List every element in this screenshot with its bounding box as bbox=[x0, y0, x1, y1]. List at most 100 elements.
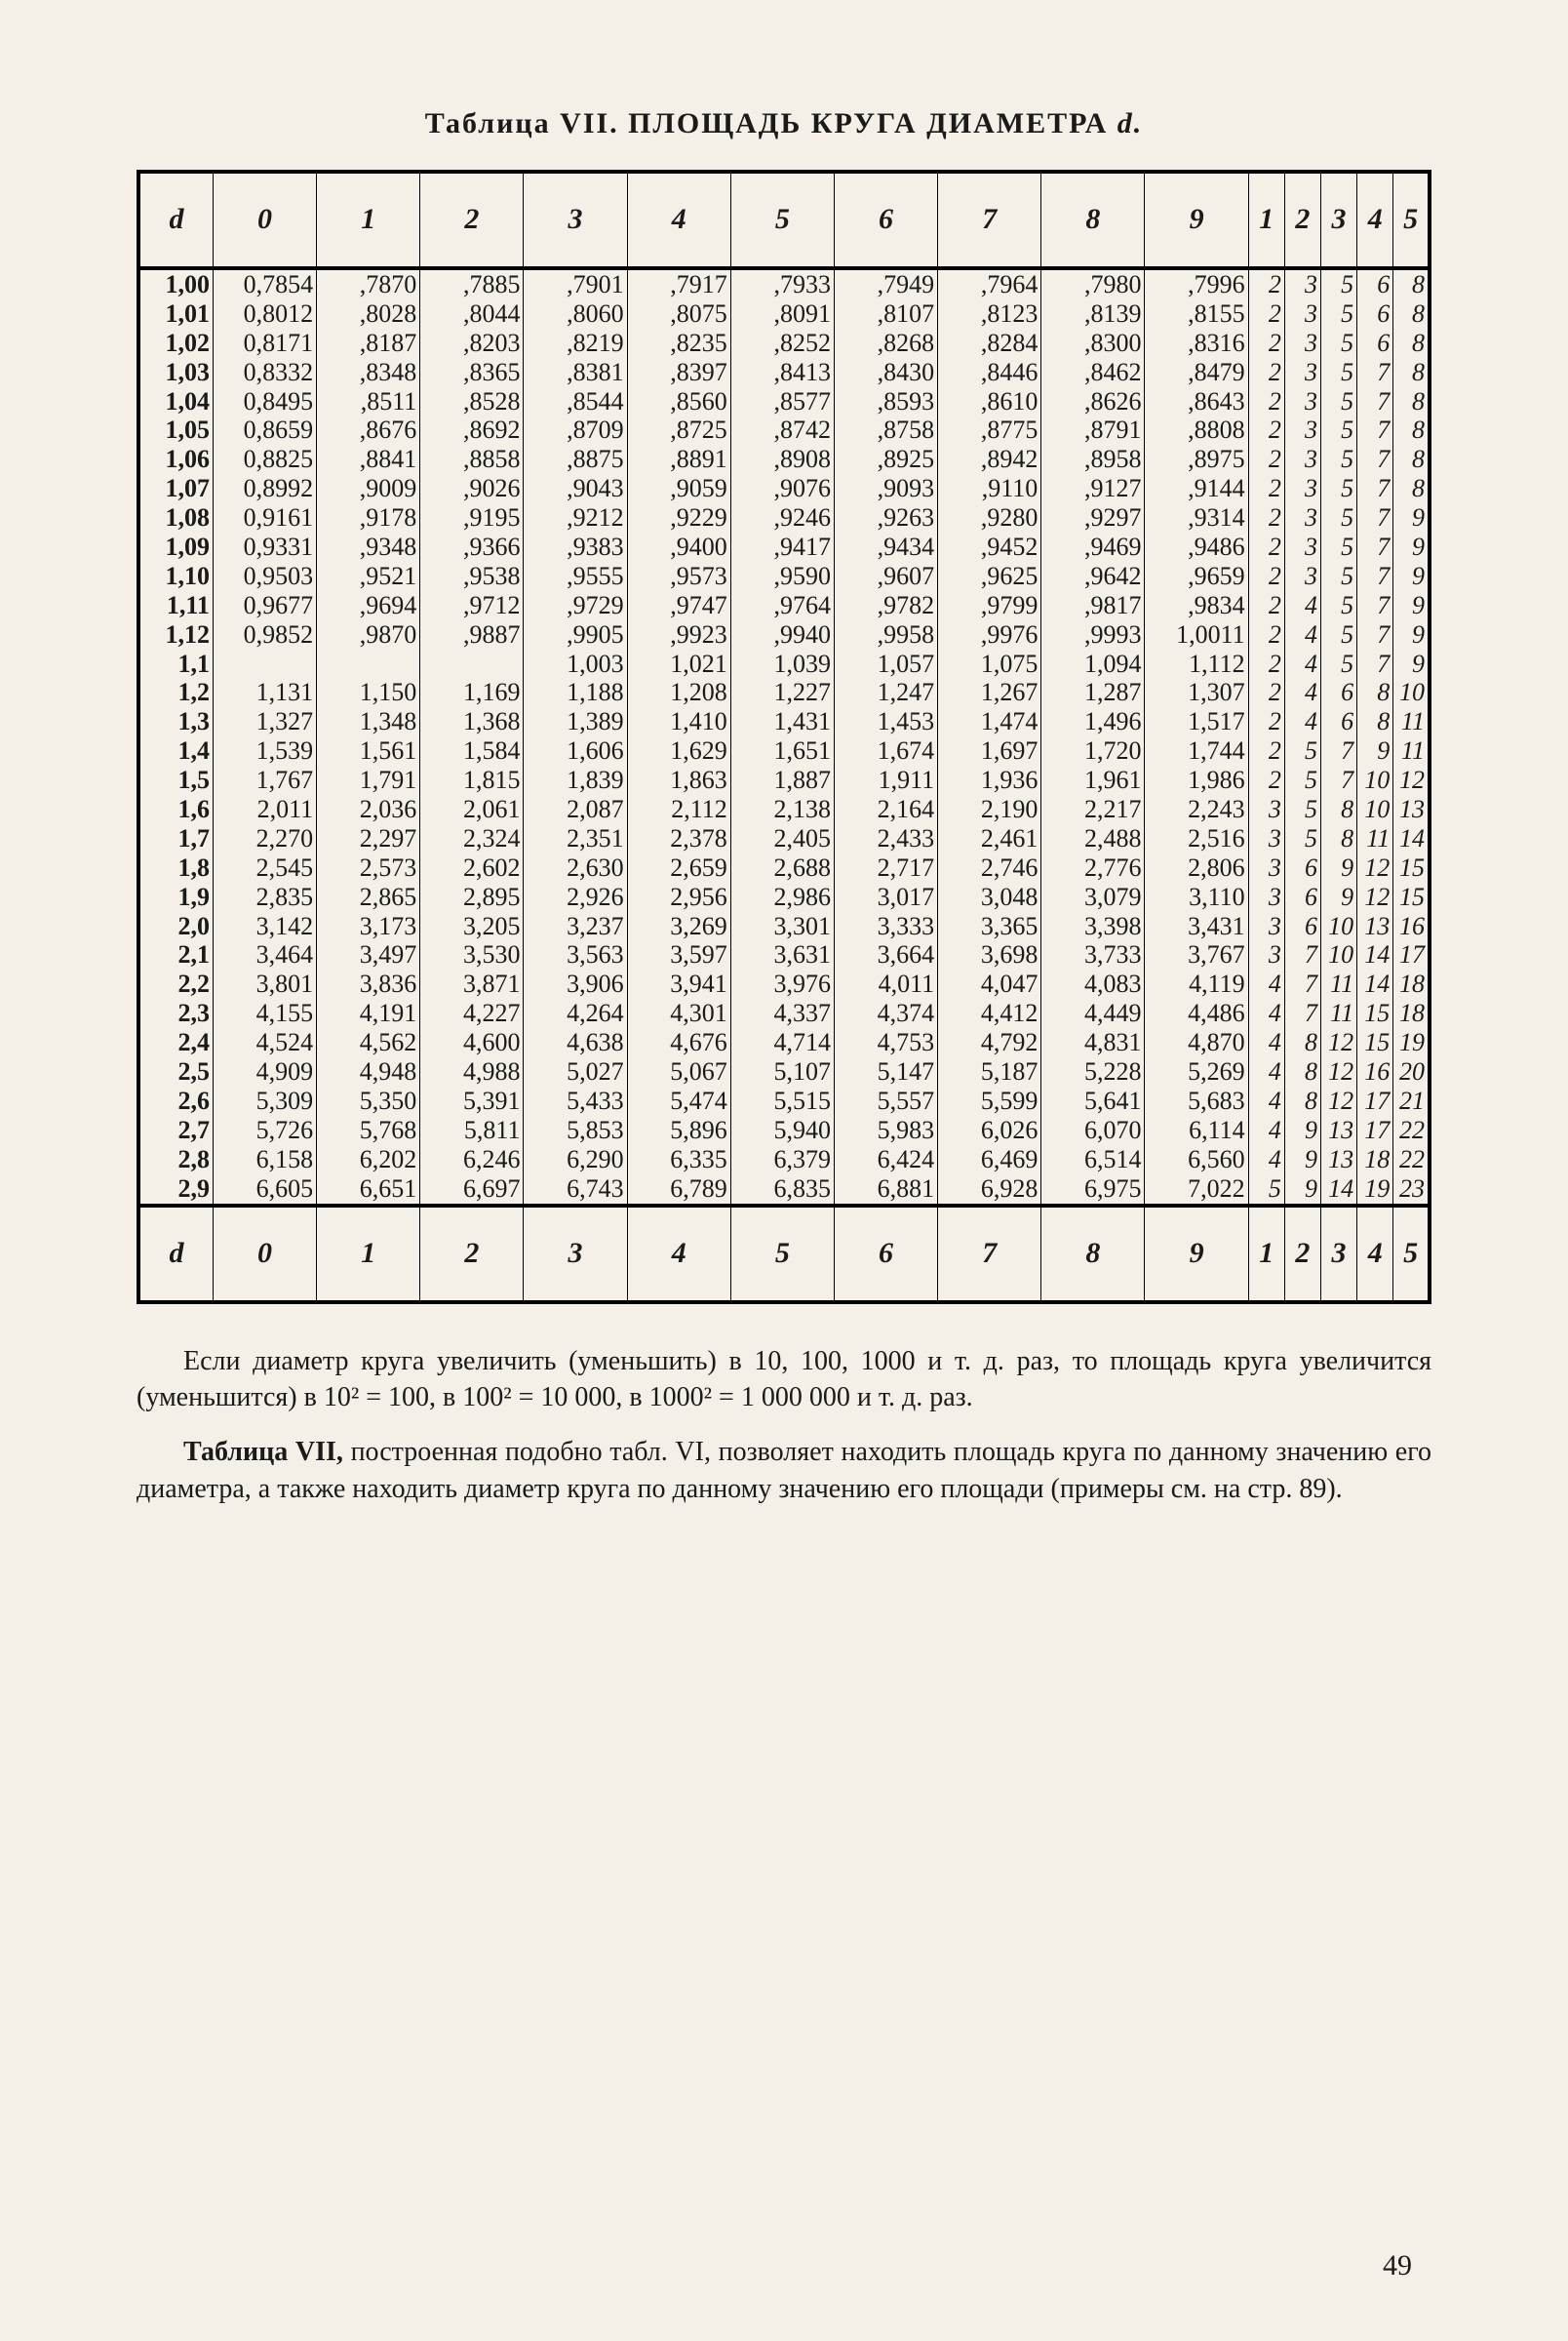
d-cell: 2,1 bbox=[138, 940, 213, 970]
value-cell: ,9400 bbox=[627, 533, 730, 562]
value-cell: 2,488 bbox=[1041, 824, 1145, 853]
value-cell: ,8060 bbox=[524, 299, 627, 329]
diff-cell: 5 bbox=[1320, 474, 1356, 503]
diff-cell: 5 bbox=[1284, 766, 1320, 795]
value-cell: ,8858 bbox=[420, 445, 524, 474]
value-cell: 1,561 bbox=[317, 736, 420, 766]
value-cell: 3,464 bbox=[213, 940, 316, 970]
value-cell: ,8107 bbox=[834, 299, 937, 329]
value-cell: ,8725 bbox=[627, 416, 730, 445]
d-cell: 1,4 bbox=[138, 736, 213, 766]
value-cell: 6,246 bbox=[420, 1145, 524, 1174]
table-row: 2,13,4643,4973,5303,5633,5973,6313,6643,… bbox=[138, 940, 1430, 970]
table-row: 2,54,9094,9484,9885,0275,0675,1075,1475,… bbox=[138, 1057, 1430, 1087]
value-cell: ,8075 bbox=[627, 299, 730, 329]
value-cell: ,9958 bbox=[834, 620, 937, 650]
value-cell: 2,351 bbox=[524, 824, 627, 853]
value-cell: ,9417 bbox=[730, 533, 834, 562]
diff-cell: 18 bbox=[1357, 1145, 1393, 1174]
diff-cell: 3 bbox=[1284, 329, 1320, 358]
value-cell: 5,983 bbox=[834, 1116, 937, 1145]
note-2: Таблица VII, построенная подобно табл. V… bbox=[137, 1434, 1431, 1508]
value-cell: 1,057 bbox=[834, 650, 937, 679]
value-cell: 3,976 bbox=[730, 970, 834, 999]
value-cell: 1,791 bbox=[317, 766, 420, 795]
value-cell: ,9093 bbox=[834, 474, 937, 503]
value-cell: 6,697 bbox=[420, 1174, 524, 1206]
diff-cell: 3 bbox=[1284, 445, 1320, 474]
table-row: 2,96,6056,6516,6976,7436,7896,8356,8816,… bbox=[138, 1174, 1430, 1206]
value-cell: 6,514 bbox=[1041, 1145, 1145, 1174]
d-cell: 1,9 bbox=[138, 883, 213, 912]
value-cell: ,8528 bbox=[420, 387, 524, 417]
note-1: Если диаметр круга увеличить (уменьшить)… bbox=[137, 1343, 1431, 1417]
value-cell: 3,431 bbox=[1145, 912, 1248, 941]
value-cell: ,7949 bbox=[834, 268, 937, 299]
value-cell: 6,881 bbox=[834, 1174, 937, 1206]
diff-cell: 2 bbox=[1248, 329, 1284, 358]
col-header: 2 bbox=[1284, 172, 1320, 268]
d-cell: 2,4 bbox=[138, 1028, 213, 1057]
col-header: 6 bbox=[834, 172, 937, 268]
value-cell: 6,379 bbox=[730, 1145, 834, 1174]
value-cell: 3,333 bbox=[834, 912, 937, 941]
value-cell: ,9607 bbox=[834, 562, 937, 591]
col-header: 4 bbox=[627, 172, 730, 268]
diff-cell: 11 bbox=[1393, 736, 1430, 766]
d-cell: 1,07 bbox=[138, 474, 213, 503]
table-row: 2,03,1423,1733,2053,2373,2693,3013,3333,… bbox=[138, 912, 1430, 941]
diff-cell: 9 bbox=[1284, 1174, 1320, 1206]
value-cell: 6,975 bbox=[1041, 1174, 1145, 1206]
value-cell: 1,863 bbox=[627, 766, 730, 795]
value-cell: ,8891 bbox=[627, 445, 730, 474]
value-cell: ,8544 bbox=[524, 387, 627, 417]
value-cell: 1,606 bbox=[524, 736, 627, 766]
value-cell: ,8413 bbox=[730, 358, 834, 387]
diff-cell: 4 bbox=[1284, 650, 1320, 679]
diff-cell: 17 bbox=[1357, 1116, 1393, 1145]
value-cell: 5,641 bbox=[1041, 1087, 1145, 1116]
table-row: 1,92,8352,8652,8952,9262,9562,9863,0173,… bbox=[138, 883, 1430, 912]
value-cell: 1,629 bbox=[627, 736, 730, 766]
value-cell: ,9887 bbox=[420, 620, 524, 650]
value-cell: 6,469 bbox=[938, 1145, 1041, 1174]
d-cell: 1,05 bbox=[138, 416, 213, 445]
diff-cell: 9 bbox=[1393, 503, 1430, 533]
value-cell: 1,039 bbox=[730, 650, 834, 679]
value-cell: 1,247 bbox=[834, 678, 937, 707]
diff-cell: 6 bbox=[1357, 299, 1393, 329]
value-cell: 2,217 bbox=[1041, 795, 1145, 824]
table-title: Таблица VII. ПЛОЩАДЬ КРУГА ДИАМЕТРА d. bbox=[137, 107, 1431, 140]
diff-cell: 8 bbox=[1393, 268, 1430, 299]
diff-cell: 5 bbox=[1320, 620, 1356, 650]
diff-cell: 14 bbox=[1357, 970, 1393, 999]
diff-cell: 5 bbox=[1248, 1174, 1284, 1206]
table-row: 2,44,5244,5624,6004,6384,6764,7144,7534,… bbox=[138, 1028, 1430, 1057]
value-cell: ,9642 bbox=[1041, 562, 1145, 591]
value-cell: ,9246 bbox=[730, 503, 834, 533]
value-cell: ,8479 bbox=[1145, 358, 1248, 387]
value-cell: 6,335 bbox=[627, 1145, 730, 1174]
table-row: 1,020,8171,8187,8203,8219,8235,8252,8268… bbox=[138, 329, 1430, 358]
value-cell: 4,562 bbox=[317, 1028, 420, 1057]
value-cell: ,9782 bbox=[834, 591, 937, 620]
value-cell: 6,789 bbox=[627, 1174, 730, 1206]
table-row: 1,070,8992,9009,9026,9043,9059,9076,9093… bbox=[138, 474, 1430, 503]
value-cell: 3,269 bbox=[627, 912, 730, 941]
value-cell: ,8139 bbox=[1041, 299, 1145, 329]
value-cell: 6,424 bbox=[834, 1145, 937, 1174]
col-header: 4 bbox=[1357, 172, 1393, 268]
diff-cell: 5 bbox=[1320, 650, 1356, 679]
value-cell: ,9452 bbox=[938, 533, 1041, 562]
table-row: 2,65,3095,3505,3915,4335,4745,5155,5575,… bbox=[138, 1087, 1430, 1116]
diff-cell: 15 bbox=[1357, 999, 1393, 1028]
value-cell: 1,839 bbox=[524, 766, 627, 795]
value-cell: 1,188 bbox=[524, 678, 627, 707]
value-cell: 4,227 bbox=[420, 999, 524, 1028]
diff-cell: 2 bbox=[1248, 562, 1284, 591]
value-cell: 1,887 bbox=[730, 766, 834, 795]
value-cell: 1,720 bbox=[1041, 736, 1145, 766]
value-cell: 0,8332 bbox=[213, 358, 316, 387]
value-cell: ,9923 bbox=[627, 620, 730, 650]
value-cell: 1,208 bbox=[627, 678, 730, 707]
